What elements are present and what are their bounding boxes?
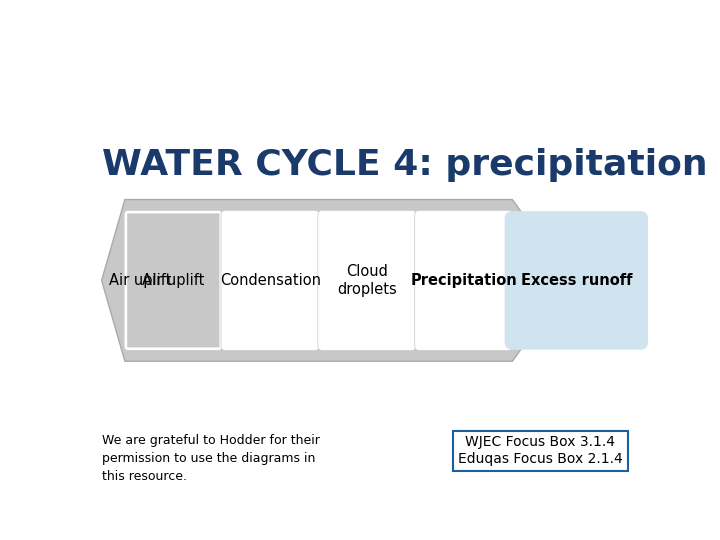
Text: Air uplift: Air uplift — [142, 273, 204, 288]
FancyBboxPatch shape — [453, 431, 628, 471]
Text: WJEC Focus Box 3.1.4: WJEC Focus Box 3.1.4 — [465, 435, 616, 449]
Text: We are grateful to Hodder for their
permission to use the diagrams in
this resou: We are grateful to Hodder for their perm… — [102, 434, 320, 483]
Text: Eduqas Focus Box 2.1.4: Eduqas Focus Box 2.1.4 — [458, 452, 623, 466]
FancyBboxPatch shape — [505, 211, 648, 350]
FancyBboxPatch shape — [221, 211, 320, 350]
FancyBboxPatch shape — [318, 211, 416, 350]
FancyBboxPatch shape — [127, 213, 220, 347]
Text: Air uplift: Air uplift — [109, 273, 171, 288]
FancyBboxPatch shape — [415, 211, 513, 350]
Text: Precipitation: Precipitation — [410, 273, 517, 288]
Polygon shape — [102, 200, 570, 361]
Text: WATER CYCLE 4: precipitation and runoff: WATER CYCLE 4: precipitation and runoff — [102, 148, 720, 182]
Text: Condensation: Condensation — [220, 273, 320, 288]
Text: Excess runoff: Excess runoff — [521, 273, 632, 288]
Text: Cloud
droplets: Cloud droplets — [337, 264, 397, 296]
FancyBboxPatch shape — [124, 211, 222, 350]
